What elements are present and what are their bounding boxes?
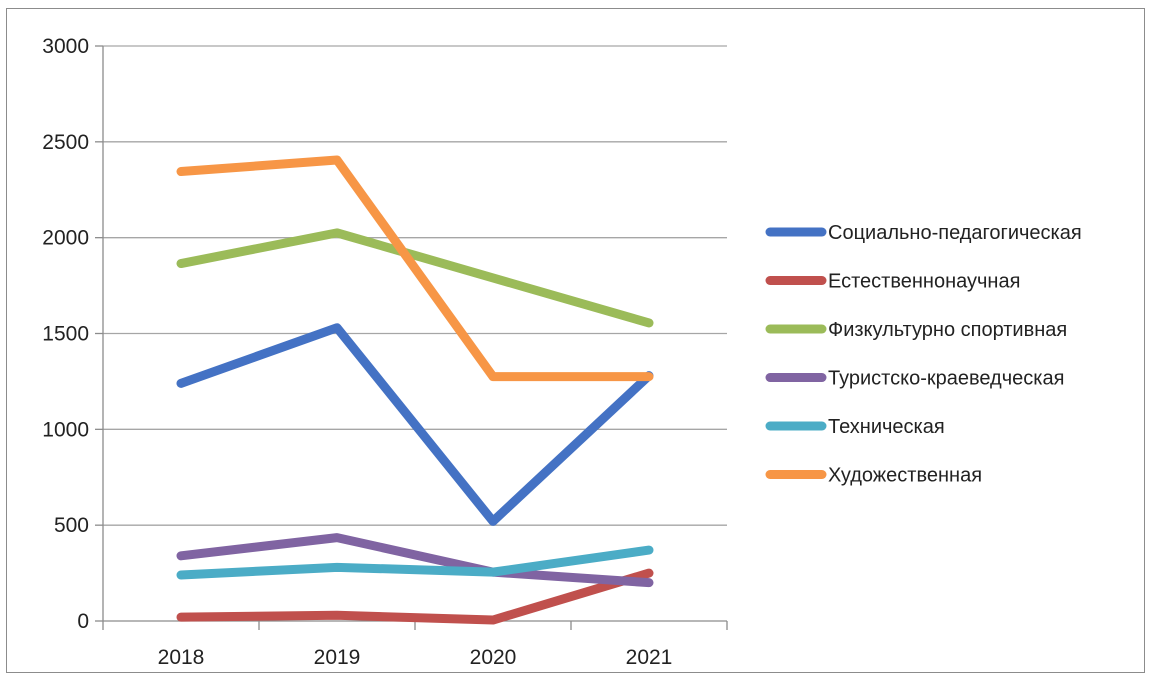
x-tick-label: 2019 [314, 646, 361, 669]
legend: Социально-педагогическая Естественнонаучн… [765, 222, 1082, 487]
gridlines [103, 45, 727, 526]
line-chart: 0 500 1000 1500 2000 2500 3000 2018 2019 2020 2021… [42, 35, 1082, 669]
legend-label: Естественнонаучная [828, 271, 1020, 293]
legend-label: Техническая [828, 416, 945, 438]
legend-label: Туристско-краеведческая [828, 368, 1064, 390]
y-tick-label: 500 [54, 514, 89, 537]
y-tick-label: 2000 [42, 227, 89, 250]
x-tick-label: 2018 [158, 646, 205, 669]
series-line-5 [176, 545, 654, 580]
legend-label: Художественная [828, 465, 982, 487]
x-tick-label: 2020 [470, 646, 517, 669]
legend-label: Физкультурно спортивная [828, 319, 1067, 341]
x-tick-label: 2021 [626, 646, 673, 669]
y-tick-label: 3000 [42, 35, 89, 58]
axes: 0 500 1000 1500 2000 2500 3000 2018 2019 2020 2021 [42, 35, 728, 669]
series-line-6 [176, 155, 654, 382]
series-line-3 [176, 228, 654, 328]
y-tick-label: 0 [77, 610, 89, 633]
y-tick-label: 1500 [42, 323, 89, 346]
series-line-4 [176, 533, 654, 588]
y-tick-label: 1000 [42, 418, 89, 441]
series-line-2 [176, 568, 654, 625]
series-line-1 [176, 323, 654, 526]
y-tick-label: 2500 [42, 131, 89, 154]
chart-frame: 0 500 1000 1500 2000 2500 3000 2018 2019 2020 2021… [6, 8, 1145, 673]
series-lines [176, 155, 654, 625]
legend-label: Социально-педагогическая [828, 222, 1082, 244]
